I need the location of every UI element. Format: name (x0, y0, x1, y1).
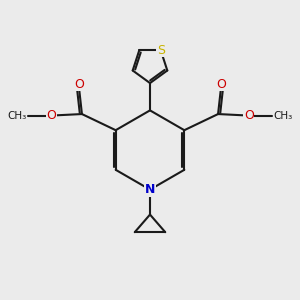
Text: O: O (216, 78, 226, 91)
Text: O: O (244, 109, 254, 122)
Text: CH₃: CH₃ (7, 110, 26, 121)
Text: O: O (74, 78, 84, 91)
Text: S: S (157, 44, 165, 57)
Text: CH₃: CH₃ (274, 110, 293, 121)
Text: O: O (46, 109, 56, 122)
Text: N: N (145, 183, 155, 196)
